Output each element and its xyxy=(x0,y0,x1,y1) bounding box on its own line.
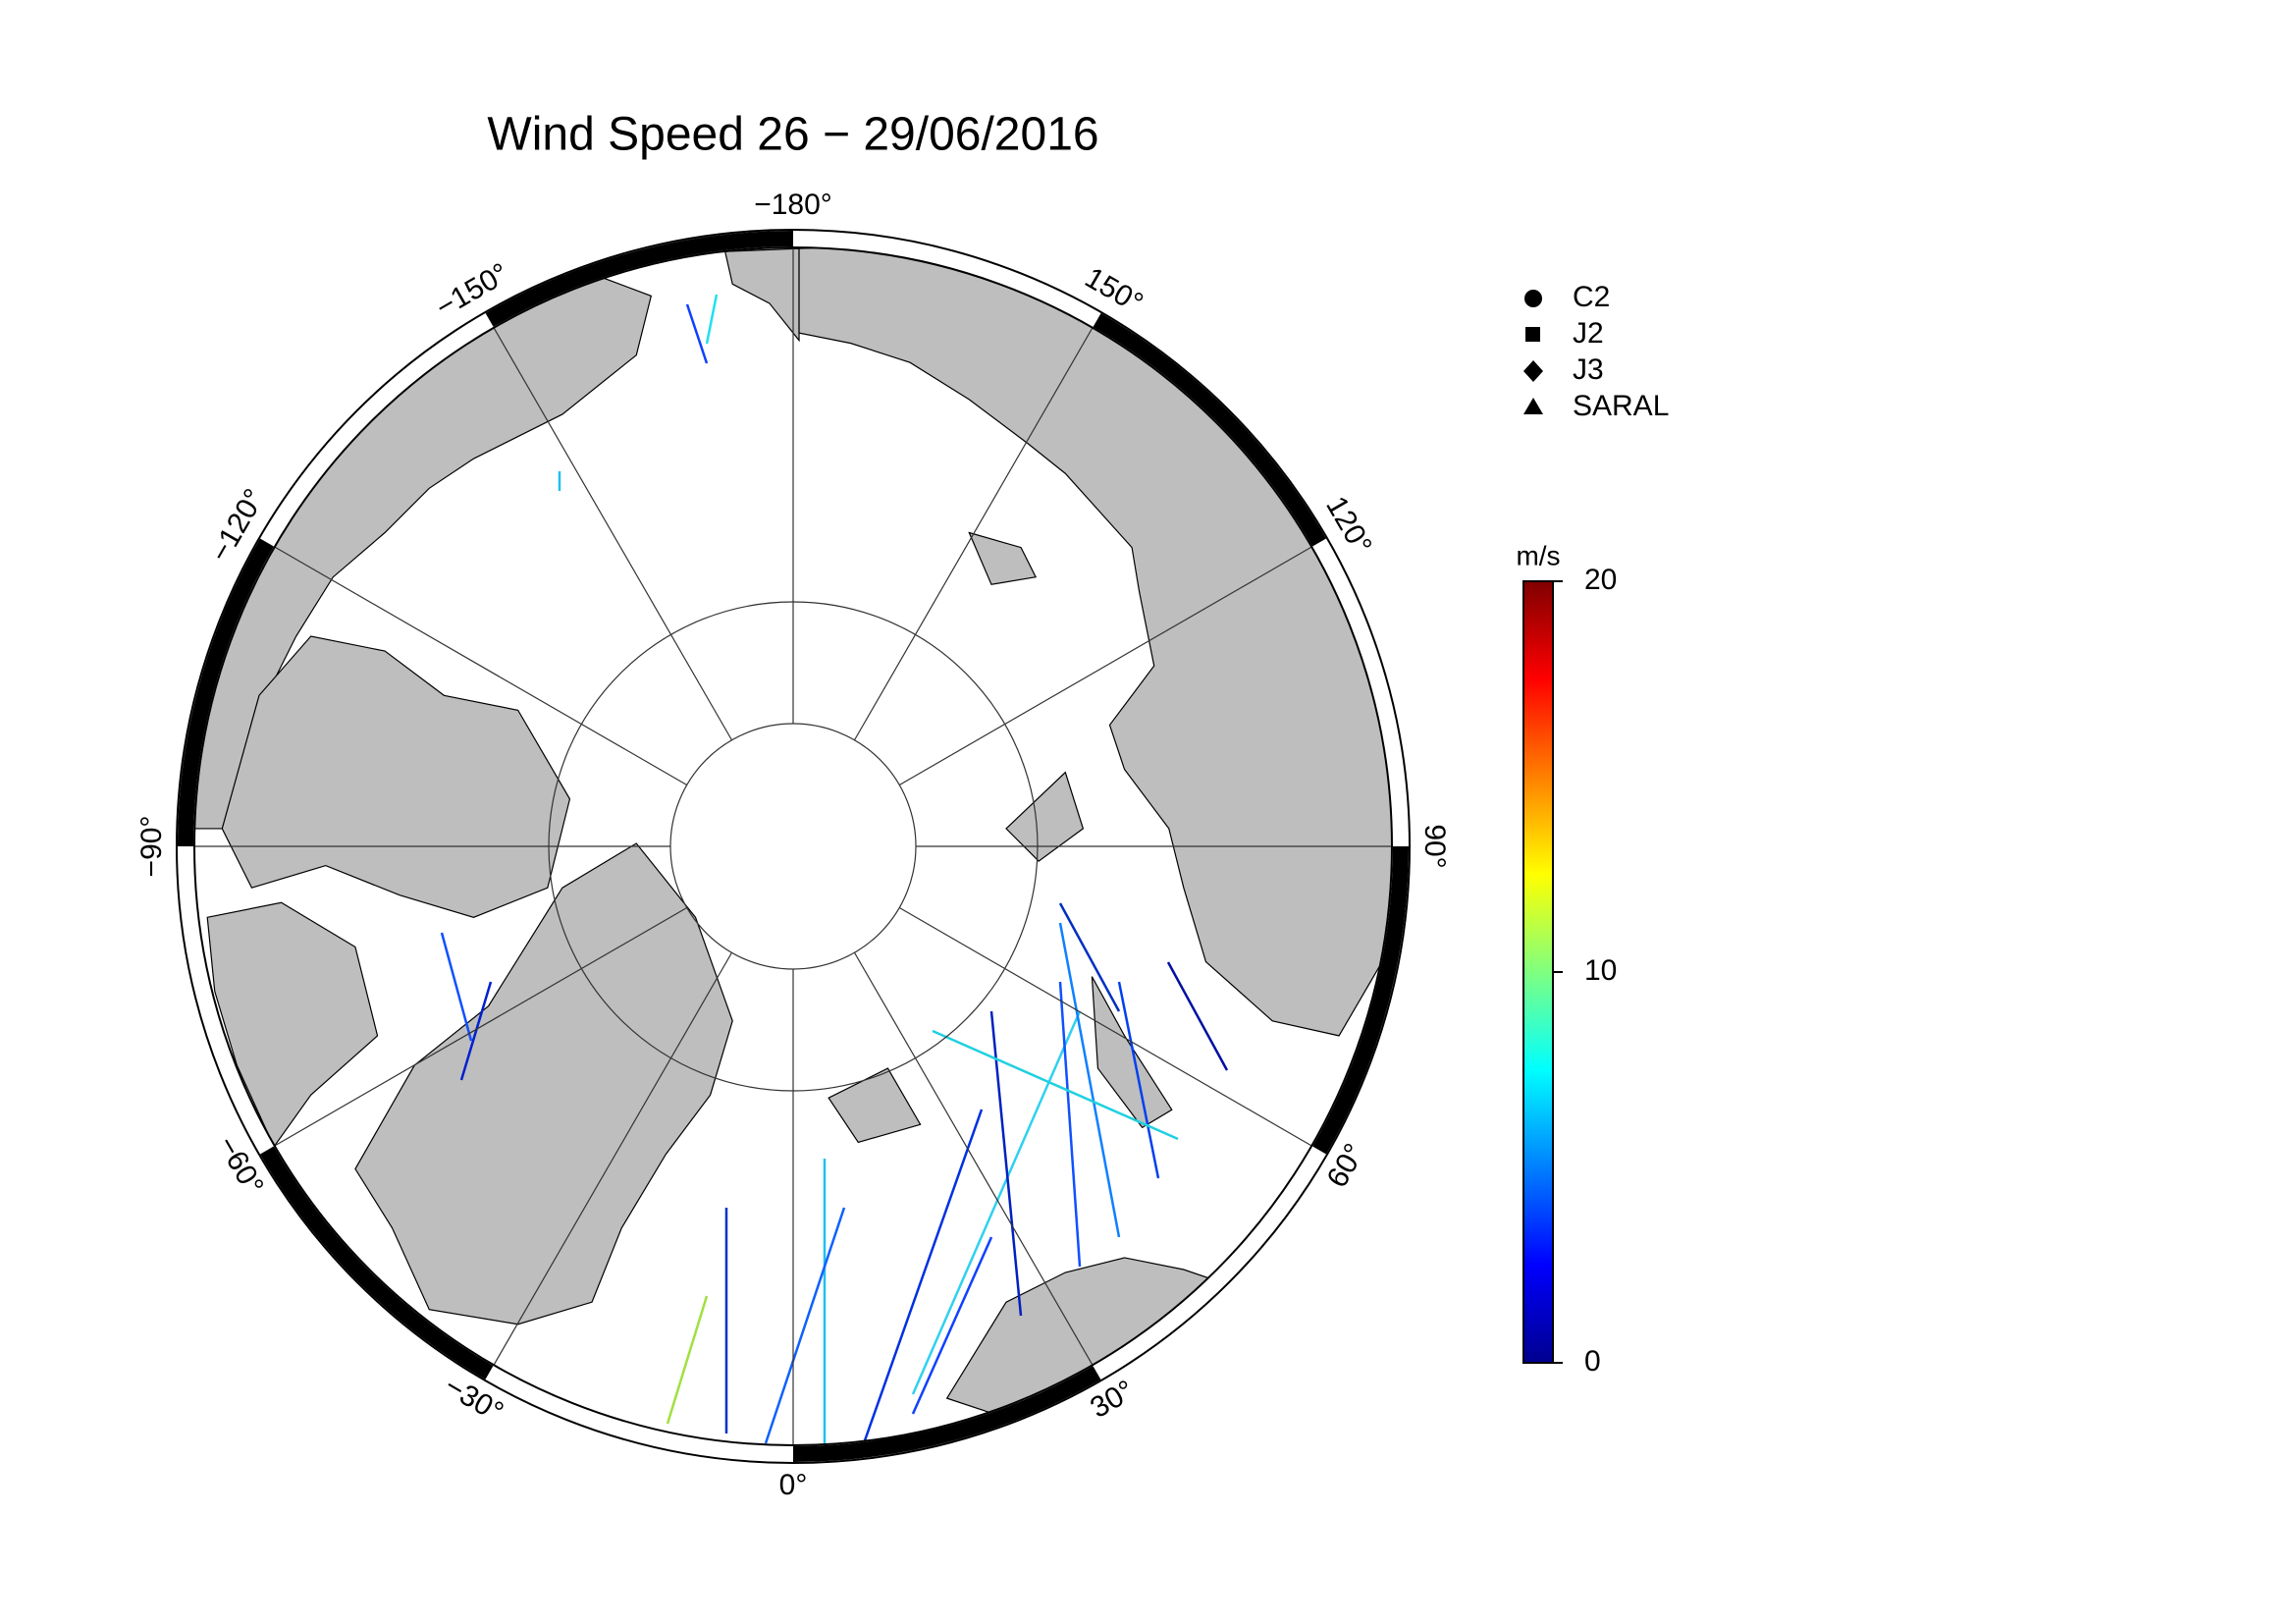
legend-marker xyxy=(1524,290,1542,307)
colorbar: m/s 0 10 20 xyxy=(1516,540,1617,1378)
colorbar-label: m/s xyxy=(1516,540,1560,570)
meridian xyxy=(853,327,1094,741)
colorbar-ramp xyxy=(1522,580,1554,1364)
frame-segment xyxy=(178,538,274,847)
colorbar-tick-label: 10 xyxy=(1584,954,1617,987)
legend-label: SARAL xyxy=(1573,390,1669,422)
frame-segment xyxy=(792,231,1101,327)
meridian xyxy=(493,327,733,741)
map-frame xyxy=(176,229,1411,1464)
meridian xyxy=(898,546,1312,786)
frame-segment xyxy=(1312,538,1409,847)
meridian xyxy=(898,906,1312,1147)
frame-segment xyxy=(260,313,494,547)
meridian xyxy=(274,546,688,786)
graticule xyxy=(194,247,1392,1445)
legend-marker xyxy=(1523,398,1543,414)
meridian xyxy=(853,951,1094,1366)
longitude-label: 90° xyxy=(1418,824,1451,868)
meridian xyxy=(493,951,733,1366)
frame-segment xyxy=(178,845,274,1155)
frame-segment xyxy=(1093,313,1326,547)
altimeter-tracks xyxy=(440,294,1229,1444)
legend-marker xyxy=(1525,327,1540,342)
colorbar-tick-label: 0 xyxy=(1584,1345,1601,1378)
colorbar-tick-label: 20 xyxy=(1584,564,1617,596)
longitude-label: −180° xyxy=(754,189,832,221)
frame-segment xyxy=(485,231,794,327)
meridian xyxy=(274,906,688,1147)
legend-label: C2 xyxy=(1573,281,1610,313)
frame-segment xyxy=(1093,1146,1326,1380)
frame-segment xyxy=(485,1366,794,1462)
legend-marker xyxy=(1523,360,1543,382)
legend: C2 J2 J3 SARAL xyxy=(1523,281,1669,422)
frame-segment xyxy=(1312,845,1409,1155)
legend-label: J3 xyxy=(1573,353,1604,386)
longitude-label: −90° xyxy=(135,816,168,878)
longitude-label: 0° xyxy=(779,1469,808,1501)
frame-segment xyxy=(792,1366,1101,1462)
legend-label: J2 xyxy=(1573,317,1604,350)
frame-segment xyxy=(260,1146,494,1380)
map-title: Wind Speed 26 − 29/06/2016 xyxy=(487,109,1098,161)
